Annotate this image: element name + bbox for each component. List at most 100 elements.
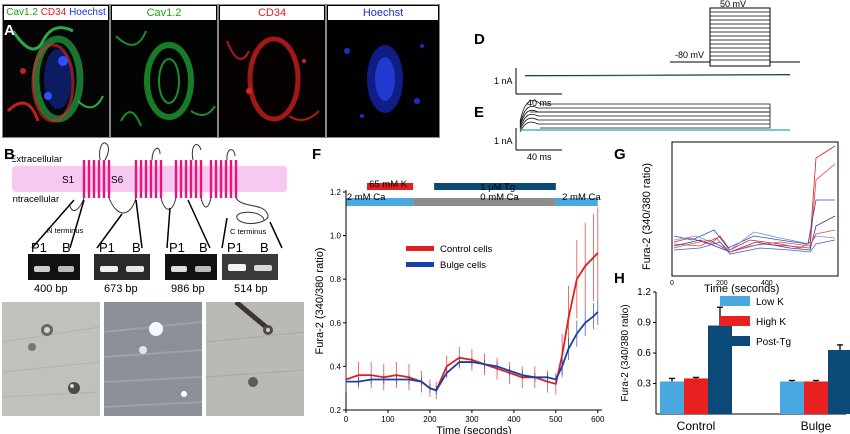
bp-986: 986 bp [171,283,205,295]
h-bar [660,381,684,414]
lane-b-3: B [199,240,208,255]
cd34-title: CD34 [219,5,325,21]
panel-h-letter: H [614,270,625,287]
h-legend-swatch [720,296,750,306]
merge-image [3,21,109,137]
lane-p1-4: P1 [227,240,243,255]
h-category-label: Control [677,419,716,433]
hoechst-title: Hoechst [327,5,439,21]
cd34-image [219,21,325,137]
f-ylabel: Fura-2 (340/380 ratio) [314,248,326,355]
panel-d-letter: D [474,31,485,48]
extracellular-label: Extracellular [12,154,62,165]
micrograph-cd34: CD34 [218,4,326,138]
h-legend-swatch [720,336,750,346]
g-xtick-200: 200 [716,280,728,287]
f-xtick-label: 300 [465,415,479,424]
h-legend-label: Post-Tg [756,337,791,348]
f-ytick-label: 0.2 [330,406,342,415]
f-ytick-label: 0.8 [330,275,342,284]
voltage-step-protocol: 50 mV -80 mV 1 nA 40 ms [494,0,800,108]
domain-1 [82,160,111,198]
chart-f: 65 mM K 1 μM Tg 2 mM Ca 0 mM Ca 2 mM Ca 0.2 0.… [314,179,605,434]
gel-673bp [94,254,150,280]
h-bar [804,381,828,414]
g-frame [671,141,839,277]
chart-g: Fura-2 (340/380 ratio) Time (seconds) 0 … [641,141,839,295]
f-legend-swatch [406,246,434,251]
h-ylabel: Fura-2 (340/380 ratio) [620,304,631,401]
f-ytick-label: 1.2 [330,188,342,197]
h-bar [684,378,708,414]
gel-514bp [222,254,278,280]
bar-tg [434,183,556,190]
g-xtick-400: 400 [761,280,773,287]
g-ylabel: Fura-2 (340/380 ratio) [641,163,653,270]
panel-g-letter: G [614,146,626,163]
h-legend-label: Low K [756,297,784,308]
label-tg: 1 μM Tg [480,182,515,193]
panel-e-letter: E [474,104,485,121]
lane-b-2: B [132,240,141,255]
v-top-label: 50 mV [720,0,746,9]
bar-ca-0mm [413,198,556,206]
bar-ca-2mm-b [555,198,598,206]
f-legend-label: Control cells [440,244,493,255]
h-bar [780,381,804,414]
e-scale-i: 1 nA [494,136,513,146]
e-scale-t: 40 ms [527,152,552,162]
current-traces: 1 nA 40 ms [494,100,790,162]
micrograph-hoechst: Hoechst [326,4,440,138]
f-xtick-label: 200 [423,415,437,424]
chart-h: 0.3 0.6 0.9 1.2 Fura-2 (340/380 ratio) Contro… [620,287,850,433]
f-xtick-label: 600 [591,415,605,424]
c-terminus-label: C terminus [230,227,267,236]
f-ytick-label: 0.6 [330,319,342,328]
f-xlabel: Time (seconds) [436,425,511,434]
bp-673: 673 bp [104,283,138,295]
label-ca2: 2 mM Ca [562,192,601,203]
lane-p1-2: P1 [99,240,115,255]
hoechst-image [327,21,439,137]
domain-4 [209,160,238,198]
n-terminus-label: N terminus [47,226,84,235]
v-hold-label: -80 mV [675,50,704,60]
lane-b-1: B [62,240,71,255]
cell-photo-2 [104,302,202,416]
h-bar [828,349,850,414]
micrograph-merge: Cav1.2 CD34 Hoechst [2,4,110,138]
f-legend-label: Bulge cells [440,260,486,271]
h-legend-label: High K [756,317,786,328]
domain-2 [134,160,163,198]
gel-986bp [165,254,217,280]
d-scale-i: 1 nA [494,76,513,86]
h-ytick-label: 0.6 [637,348,651,359]
f-legend-swatch [406,262,434,267]
lane-p1-3: P1 [169,240,185,255]
bp-514: 514 bp [234,283,268,295]
h-ytick-label: 1.2 [637,287,651,298]
micrograph-cav12: Cav1.2 [110,4,218,138]
label-ca0: 0 mM Ca [480,192,519,203]
f-ytick-label: 1.0 [330,232,342,241]
label-ca1: 2 mM Ca [347,192,386,203]
cav12-title: Cav1.2 [111,5,217,21]
f-xtick-label: 0 [344,415,349,424]
s6-label: S6 [111,175,124,186]
membrane-band [12,166,287,192]
f-xtick-label: 400 [507,415,521,424]
h-ytick-label: 0.3 [637,379,651,390]
lane-p1-1: P1 [31,240,47,255]
merge-title: Cav1.2 CD34 Hoechst [3,5,109,21]
f-series-line-1 [346,311,599,392]
g-xtick-0: 0 [670,280,674,287]
lane-b-4: B [260,240,269,255]
s1-label: S1 [62,175,75,186]
cav12-image [111,21,217,137]
domain-3 [174,160,203,198]
bp-400: 400 bp [34,283,68,295]
bar-ca-2mm-a [346,198,414,206]
g-xlabel: Time (seconds) [704,283,779,295]
f-xtick-label: 500 [549,415,563,424]
label-65mm-k: 65 mM K [369,179,408,190]
